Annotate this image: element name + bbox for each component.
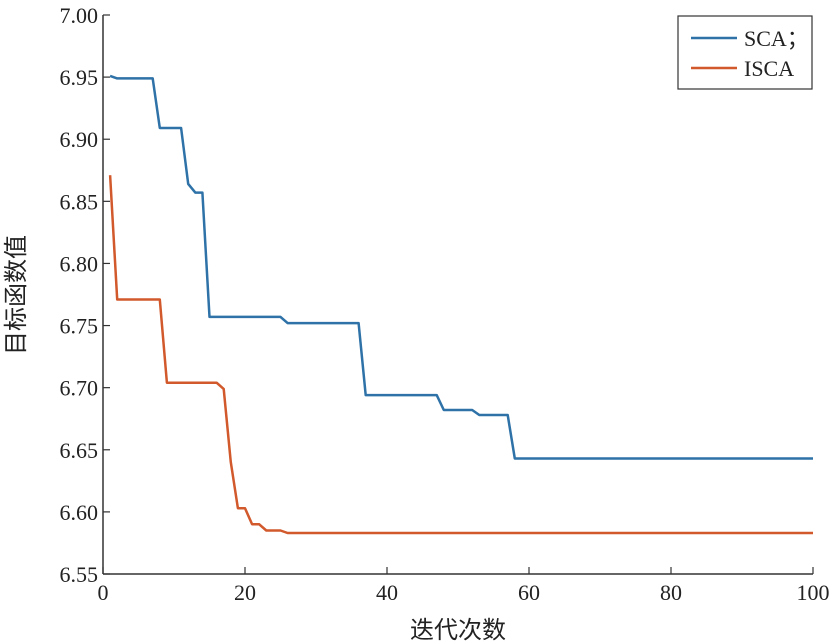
series-lines (108, 74, 813, 535)
x-tick-label: 60 (518, 580, 540, 605)
series-line-isca (108, 175, 813, 535)
x-axis-title: 迭代次数 (410, 617, 506, 644)
y-tick-label: 6.80 (60, 251, 99, 276)
legend-box (677, 15, 813, 90)
y-tick-label: 7.00 (60, 3, 99, 28)
x-tick-label: 40 (376, 580, 398, 605)
y-tick-label: 6.65 (60, 438, 99, 463)
y-tick-label: 6.55 (60, 562, 99, 587)
y-tick-label: 6.95 (60, 65, 99, 90)
x-tick-label: 100 (797, 580, 830, 605)
y-tick-label: 6.85 (60, 189, 99, 214)
plot-area: 0 20 40 60 80 100 6.55 6.60 6.65 6.70 6.75 6.80 6.8… (60, 3, 830, 605)
legend-label-sca: SCA； (744, 26, 809, 51)
y-tick-label: 6.60 (60, 500, 99, 525)
y-ticks: 6.55 6.60 6.65 6.70 6.75 6.80 6.85 6.90 6.95 7.00 (60, 3, 110, 587)
series-line-sca (109, 74, 813, 460)
legend-label-isca: ISCA (744, 56, 794, 81)
y-tick-label: 6.90 (60, 127, 99, 152)
x-ticks: 0 20 40 60 80 100 (98, 567, 830, 605)
x-tick-label: 0 (98, 580, 109, 605)
y-tick-label: 6.75 (60, 314, 99, 339)
x-tick-label: 20 (234, 580, 256, 605)
y-axis-title: 目标函数值 (3, 235, 30, 355)
y-tick-label: 6.70 (60, 376, 99, 401)
x-tick-label: 80 (660, 580, 682, 605)
legend: SCA； ISCA (677, 15, 813, 90)
